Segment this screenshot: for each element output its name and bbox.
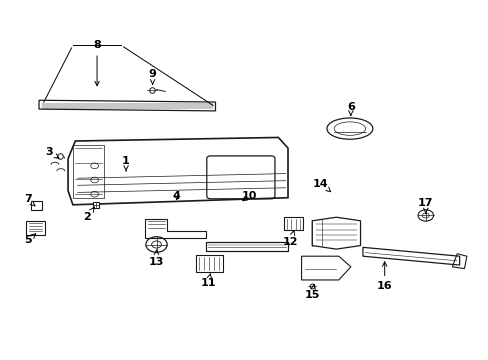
Text: 16: 16	[376, 262, 392, 291]
Text: 15: 15	[304, 284, 319, 300]
Text: 4: 4	[173, 191, 181, 201]
Text: 11: 11	[200, 274, 216, 288]
Text: 17: 17	[417, 198, 433, 213]
Text: 5: 5	[24, 234, 36, 245]
Text: 1: 1	[122, 156, 130, 171]
Text: 9: 9	[148, 69, 156, 84]
Text: 3: 3	[45, 147, 59, 158]
Text: 10: 10	[241, 191, 257, 201]
Text: 14: 14	[312, 179, 330, 192]
Text: 2: 2	[83, 207, 94, 222]
Text: 13: 13	[148, 250, 164, 266]
Text: 12: 12	[282, 231, 298, 247]
Text: 8: 8	[93, 40, 101, 86]
Text: 6: 6	[346, 102, 354, 116]
Bar	[73, 145, 104, 198]
Text: 7: 7	[24, 194, 35, 206]
